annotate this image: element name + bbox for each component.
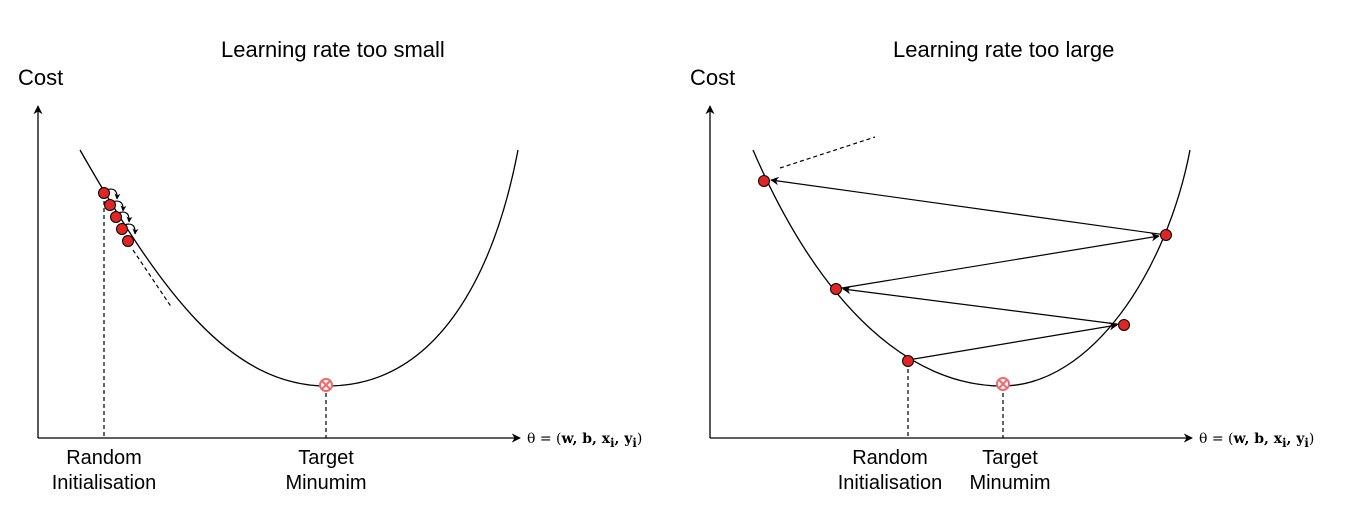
diagram-canvas [33,105,521,443]
gradient-step-point [1160,229,1172,241]
panel-learning-rate-too-small: Learning rate too small Cost [18,37,643,494]
gradient-step-point [122,235,134,247]
diagram-canvas [705,105,1193,443]
panel-title: Learning rate too large [893,37,1115,62]
continuation-dashed-line [132,249,173,309]
x-axis-label: θ = (w, b, xi, yi) [527,431,643,450]
gradient-step-point [110,211,122,223]
target-minimum-marker-icon [996,377,1010,391]
step-arrow [842,285,1125,326]
target-minimum-marker-icon [319,378,333,392]
gradient-step-point [98,187,110,199]
target-minimum-label: Target Minumim [285,447,367,494]
step-arrow [770,176,1167,236]
gradient-step-point [104,199,116,211]
gradient-step-point [116,223,128,235]
gradient-step-point [758,175,770,187]
random-init-label: Random Initialisation [837,447,943,494]
step-arrow [835,233,1160,290]
cost-curve [752,149,1191,387]
gradient-step-point [902,355,914,367]
panel-title: Learning rate too small [221,37,445,62]
panel-learning-rate-too-large: Learning rate too large Cost [672,0,1353,519]
divergence-dashed-line [779,136,876,169]
gradient-step-point [830,283,842,295]
y-axis-label: Cost [690,65,736,90]
step-arrow [907,322,1118,361]
x-axis-label: θ = (w, b, xi, yi) [1199,431,1315,450]
target-minimum-label: Target Minumim [969,447,1051,494]
y-axis-label: Cost [18,65,64,90]
gradient-step-point [1118,319,1130,331]
random-init-label: Random Initialisation [51,447,157,494]
